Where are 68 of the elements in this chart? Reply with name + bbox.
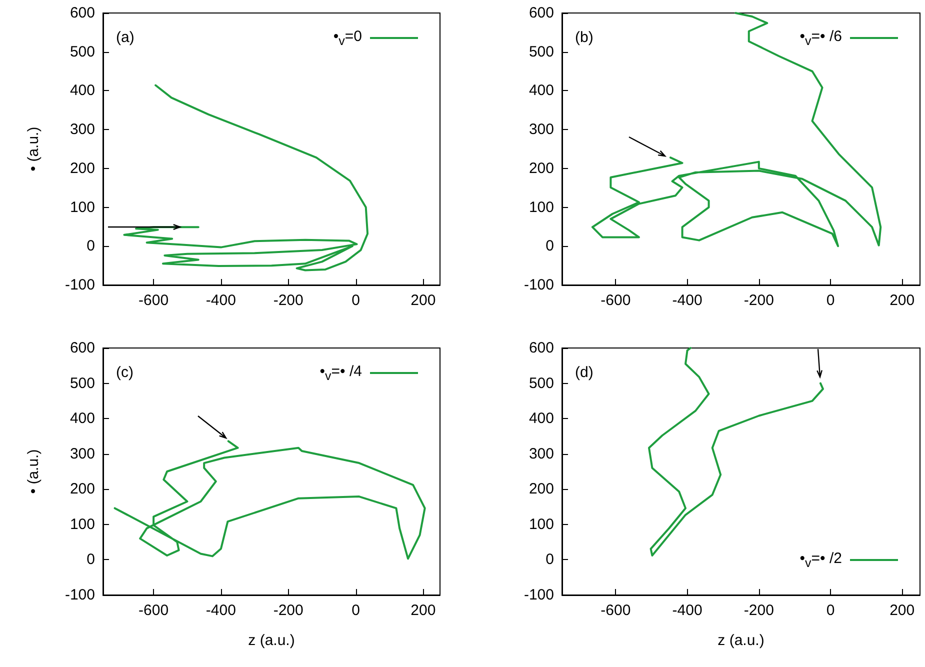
x-tick-label: -400 (672, 602, 702, 619)
y-tick-label: 200 (70, 480, 95, 498)
y-tick-label: 300 (528, 121, 554, 138)
line-series (114, 440, 426, 560)
y-tick-label: -100 (524, 276, 554, 294)
y-tick-label: 500 (528, 374, 554, 392)
x-tick-label: -400 (206, 292, 236, 309)
text: (b) (575, 29, 594, 46)
y-tick-label: 200 (528, 480, 554, 498)
line-series (123, 84, 369, 272)
y-tick-label: 300 (70, 445, 95, 462)
y-tick-label: 100 (528, 516, 554, 533)
x-tick-label: -400 (206, 602, 236, 619)
x-tick-label: -200 (744, 602, 774, 619)
x-tick-label: -600 (138, 292, 169, 309)
x-tick-label: 200 (410, 602, 436, 619)
x-tick-label: -200 (273, 602, 304, 619)
text: (c) (116, 364, 134, 381)
y-tick-label: 600 (528, 340, 554, 356)
line-series (648, 347, 824, 556)
x-tick-label: -600 (138, 602, 169, 619)
y-tick-label: -100 (64, 586, 95, 604)
y-tick-label: 500 (528, 43, 554, 60)
text: (a) (116, 29, 134, 46)
y-axis-title: • (a.u.) (25, 126, 42, 172)
y-tick-label: 100 (70, 516, 95, 533)
x-tick-label: 200 (890, 292, 915, 309)
y-tick-label: 100 (70, 198, 95, 216)
y-tick-label: 500 (70, 374, 95, 392)
y-tick-label: 0 (86, 238, 95, 255)
x-tick-label: 0 (352, 292, 360, 309)
y-tick-label: 0 (546, 551, 554, 568)
x-tick-label: -200 (744, 292, 774, 309)
y-tick-label: 300 (528, 445, 554, 462)
line-series (591, 12, 882, 248)
x-tick-label: 0 (826, 292, 835, 309)
y-tick-label: 400 (528, 410, 554, 428)
x-axis-title: z (a.u.) (248, 632, 295, 649)
y-tick-label: -100 (524, 586, 554, 604)
x-tick-label: -600 (600, 602, 631, 619)
y-tick-label: 600 (70, 340, 95, 356)
x-axis-title: z (a.u.) (718, 632, 764, 649)
y-tick-label: 600 (528, 4, 554, 22)
x-tick-label: -400 (672, 292, 702, 309)
legend-label: •$_{v}$=• /4 (320, 363, 362, 383)
y-axis-title: • (a.u.) (25, 449, 42, 494)
y-tick-label: 200 (528, 160, 554, 177)
x-tick-label: 200 (410, 292, 436, 309)
y-tick-label: -100 (64, 276, 95, 294)
y-tick-label: 100 (528, 198, 554, 216)
text: (d) (575, 364, 594, 381)
legend-label: •$_{v}$=0 (333, 28, 362, 48)
y-tick-label: 200 (70, 160, 95, 177)
x-tick-label: 0 (826, 602, 835, 619)
y-tick-label: 600 (70, 4, 95, 22)
y-tick-label: 500 (70, 43, 95, 60)
x-tick-label: 0 (352, 602, 360, 619)
y-tick-label: 300 (70, 121, 95, 138)
legend-label: •$_{v}$=• /6 (800, 28, 842, 48)
y-tick-label: 0 (546, 238, 554, 255)
y-tick-label: 400 (528, 82, 554, 100)
x-tick-label: 200 (890, 602, 915, 619)
legend-label: •$_{v}$=• /2 (800, 550, 842, 570)
y-tick-label: 400 (70, 410, 95, 428)
x-tick-label: -200 (273, 292, 304, 309)
x-tick-label: -600 (600, 292, 631, 309)
y-tick-label: 0 (86, 551, 95, 568)
y-tick-label: 400 (70, 82, 95, 100)
